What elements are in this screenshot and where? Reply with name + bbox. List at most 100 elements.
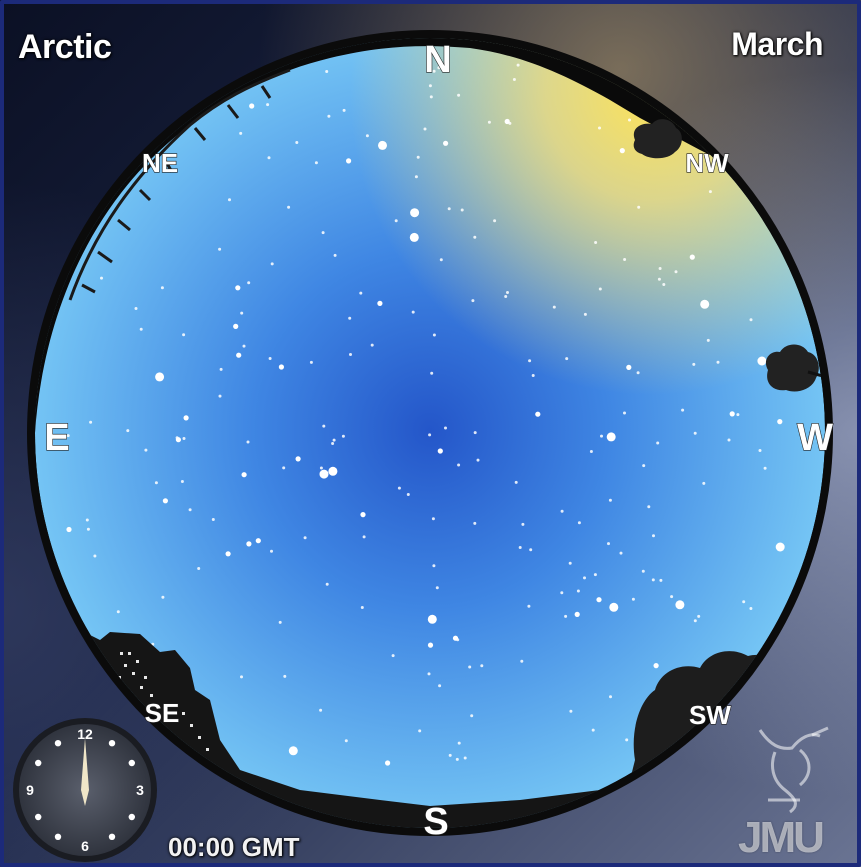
star <box>362 535 366 539</box>
star <box>702 481 706 485</box>
star <box>716 360 720 364</box>
star <box>287 205 291 209</box>
star <box>432 69 436 73</box>
star <box>457 463 461 467</box>
star <box>239 131 243 135</box>
star <box>777 419 783 425</box>
star <box>242 344 246 348</box>
compass-south: S <box>423 801 448 843</box>
star <box>626 364 632 370</box>
star <box>437 448 443 454</box>
star <box>439 258 443 262</box>
star <box>628 118 631 122</box>
star <box>246 440 250 444</box>
star <box>349 353 352 356</box>
star <box>235 285 241 291</box>
star <box>609 695 612 699</box>
star <box>341 434 345 438</box>
star <box>431 517 435 521</box>
clock-hour-marker <box>108 833 116 840</box>
star <box>455 757 459 761</box>
star <box>693 431 697 435</box>
clock-hour-marker <box>35 813 42 821</box>
star <box>468 665 472 669</box>
star <box>409 232 419 242</box>
star <box>697 614 701 618</box>
star <box>365 134 369 138</box>
star <box>656 441 660 445</box>
star <box>359 291 363 295</box>
star <box>693 619 697 623</box>
clock-hour-markers <box>35 740 135 840</box>
star <box>706 338 710 342</box>
star <box>708 190 712 194</box>
star <box>219 367 223 371</box>
star <box>233 323 239 329</box>
star <box>653 663 659 669</box>
star <box>255 538 261 544</box>
star <box>757 356 767 366</box>
star <box>430 371 434 375</box>
star <box>583 312 587 316</box>
star <box>473 521 477 525</box>
star <box>476 458 480 462</box>
buildings-silhouette-se <box>35 620 825 828</box>
star <box>182 437 186 440</box>
star <box>360 511 366 518</box>
star <box>607 542 610 546</box>
clock-hour-marker <box>108 740 116 747</box>
star <box>535 411 541 417</box>
star <box>514 480 518 484</box>
star <box>608 498 612 502</box>
star <box>689 254 695 260</box>
compass-southeast: SE <box>145 698 180 728</box>
star <box>596 597 602 603</box>
star <box>576 589 580 593</box>
star <box>659 578 663 582</box>
star <box>348 316 352 320</box>
star <box>116 610 120 614</box>
star <box>470 714 474 718</box>
star <box>322 424 326 428</box>
star <box>443 140 449 146</box>
star <box>763 466 767 470</box>
star <box>183 415 189 421</box>
star <box>377 300 383 306</box>
star <box>241 472 247 478</box>
star <box>569 709 573 713</box>
clock-number-12: 12 <box>77 726 93 742</box>
clock-number-9: 9 <box>26 782 34 798</box>
star <box>225 551 231 557</box>
clock-number-3: 3 <box>136 782 144 798</box>
tree-trunk-w <box>807 370 825 380</box>
star <box>427 672 431 676</box>
star <box>460 208 464 212</box>
star <box>394 219 398 223</box>
month-label: March <box>731 26 823 62</box>
clock-hour-marker <box>54 833 62 840</box>
star <box>155 372 165 382</box>
star <box>282 466 286 470</box>
star <box>448 753 452 757</box>
star <box>427 642 434 648</box>
star <box>126 429 130 433</box>
star-field <box>66 63 808 766</box>
star <box>577 521 581 525</box>
star <box>681 408 685 412</box>
clock-hour-marker <box>35 759 42 767</box>
star <box>463 756 467 760</box>
star <box>594 241 598 244</box>
star <box>568 561 572 565</box>
star <box>518 546 522 549</box>
star <box>218 247 222 251</box>
star <box>504 118 510 125</box>
star <box>564 614 568 618</box>
star <box>529 548 533 552</box>
star <box>651 578 655 582</box>
star <box>410 208 420 218</box>
compass-northeast: NE <box>142 148 178 178</box>
star <box>631 597 635 601</box>
star <box>429 95 433 99</box>
jmu-logo: JMU <box>738 813 825 862</box>
star <box>160 286 164 290</box>
